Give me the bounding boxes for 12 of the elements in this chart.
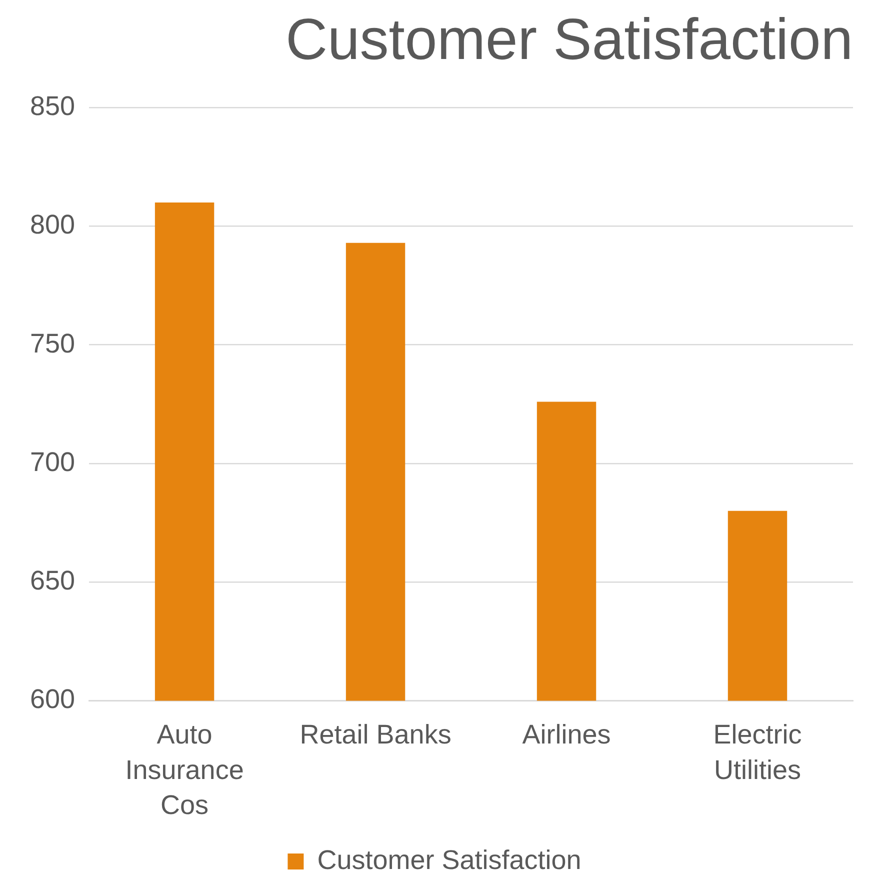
y-tick-label: 650 xyxy=(30,566,76,596)
x-tick-label: Retail Banks xyxy=(300,720,452,750)
y-tick-label: 600 xyxy=(30,684,76,714)
y-tick-label: 700 xyxy=(30,446,76,477)
chart-title: Customer Satisfaction xyxy=(286,6,853,72)
y-tick-label: 850 xyxy=(30,91,76,122)
y-tick-label: 800 xyxy=(30,210,76,240)
x-tick-label: Electric Utilities xyxy=(713,720,802,785)
x-tick-label: Airlines xyxy=(522,720,611,750)
legend-label: Customer Satisfaction xyxy=(317,844,582,875)
y-tick-label: 750 xyxy=(30,328,76,358)
x-tick-label: Auto Insurance Cos xyxy=(125,720,244,820)
